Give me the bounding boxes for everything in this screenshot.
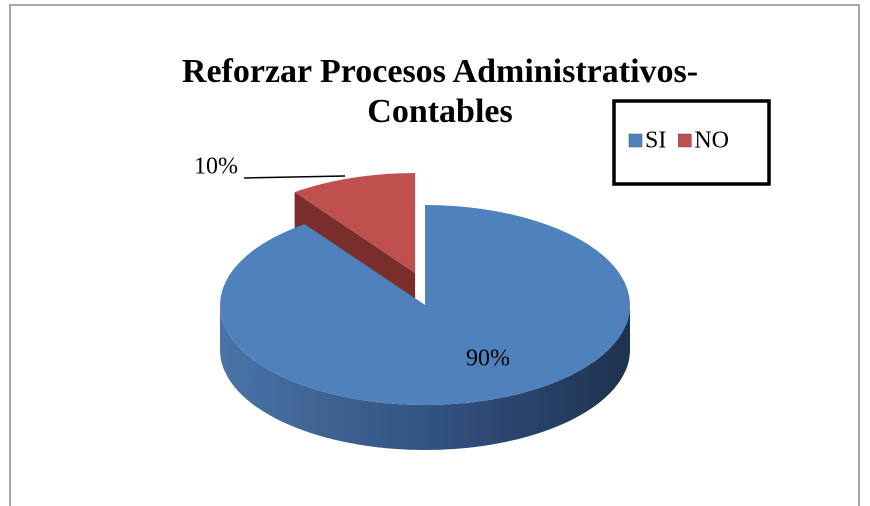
slice [220,205,630,405]
data-label: 90% [466,346,510,372]
slice [294,173,416,273]
leader-line [243,175,346,179]
legend-swatch [678,133,692,148]
legend-label: SI [645,128,666,154]
chart-title: Reforzar Procesos Administrativos- [182,53,698,90]
pie [220,173,630,450]
chart-title: Contables [367,93,512,130]
legend-label: NO [694,128,729,154]
legend-swatch [628,133,643,148]
chart-frame [9,4,860,506]
legend: SI NO [628,128,729,154]
slice-side [220,305,630,450]
data-label: 10% [194,154,238,180]
